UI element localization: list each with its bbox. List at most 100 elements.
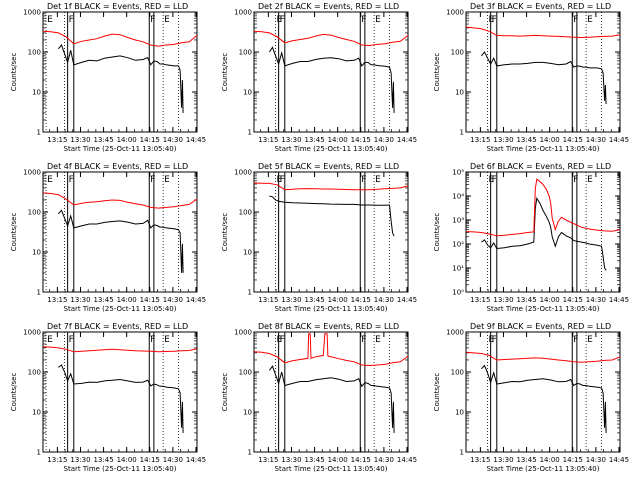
x-tick-label: 14:30 <box>163 296 183 304</box>
x-tick-label: 14:30 <box>163 136 183 144</box>
y-tick-label: 10³ <box>452 217 464 225</box>
panel-title: Det 7f BLACK = Events, RED = LLD <box>47 322 188 331</box>
axes-frame <box>465 331 621 453</box>
x-tick-label: 14:45 <box>609 456 629 464</box>
y-tick-label: 10 <box>455 89 464 97</box>
y-tick-label: 100 <box>239 209 252 217</box>
series-events-line <box>58 364 184 433</box>
y-tick-label: 1 <box>37 289 41 297</box>
series-events-line <box>268 46 395 113</box>
x-tick-label: 14:30 <box>374 456 394 464</box>
y-tick-label: 1 <box>248 129 252 137</box>
x-tick-label: 13:45 <box>516 136 536 144</box>
y-tick-label: 100 <box>28 49 41 57</box>
y-tick-label: 10⁴ <box>452 193 464 201</box>
x-tick-label: 13:15 <box>47 296 67 304</box>
x-axis-label: Start Time (25-Oct-11 13:05:40) <box>275 145 388 153</box>
x-tick-label: 14:30 <box>374 296 394 304</box>
series-events-line <box>481 196 607 271</box>
x-tick-label: 14:30 <box>374 136 394 144</box>
marker-label: F <box>361 15 366 25</box>
x-tick-label: 13:30 <box>70 456 90 464</box>
x-tick-label: 14:15 <box>351 456 371 464</box>
x-tick-label: 14:30 <box>163 456 183 464</box>
chart-panel-3: Det 3f BLACK = Events, RED = LLD 1000 100 1… <box>433 2 629 153</box>
x-tick-label: 13:30 <box>281 136 301 144</box>
x-tick-label: 13:15 <box>470 136 490 144</box>
series-events-line <box>481 364 607 433</box>
x-tick-label: 13:45 <box>304 136 324 144</box>
x-tick-label: 14:45 <box>609 296 629 304</box>
panel-title: Det 6f BLACK = Events, RED = LLD <box>470 162 611 171</box>
x-tick-label: 13:30 <box>493 136 513 144</box>
y-tick-label: 100 <box>239 49 252 57</box>
x-axis-label: Start Time (25-Oct-11 13:05:40) <box>64 145 177 153</box>
x-tick-label: 14:15 <box>563 296 583 304</box>
series-lld-line <box>465 351 621 363</box>
panel-title: Det 8f BLACK = Events, RED = LLD <box>258 322 399 331</box>
chart-panel-7: Det 7f BLACK = Events, RED = LLD 1000 100 1… <box>10 322 206 473</box>
chart-panel-9: Det 9f BLACK = Events, RED = LLD 1000 100 1… <box>433 322 629 473</box>
chart-panel-5: Det 5f BLACK = Events, RED = LLD 1000 100 1… <box>221 162 417 313</box>
marker-label: F <box>69 15 74 25</box>
marker-label: F <box>492 15 497 25</box>
axes-frame <box>253 11 409 133</box>
x-tick-label: 14:45 <box>397 296 417 304</box>
x-tick-label: 13:45 <box>93 136 113 144</box>
x-axis-label: Start Time (25-Oct-11 13:05:40) <box>487 145 600 153</box>
y-tick-label: 1000 <box>234 169 252 177</box>
x-tick-label: 13:15 <box>470 296 490 304</box>
series-events-line <box>481 51 607 105</box>
panel-title: Det 1f BLACK = Events, RED = LLD <box>47 2 188 11</box>
y-tick-label: 1000 <box>446 329 464 337</box>
y-tick-label: 1000 <box>23 169 41 177</box>
y-tick-label: 1000 <box>234 329 252 337</box>
y-axis-label: Counts/sec <box>221 373 229 412</box>
axes-frame <box>253 171 409 293</box>
x-tick-label: 14:15 <box>351 296 371 304</box>
x-tick-label: 13:30 <box>70 296 90 304</box>
chart-panel-4: Det 4f BLACK = Events, RED = LLD 1000 100 1… <box>10 162 206 313</box>
series-lld-line <box>42 346 198 353</box>
series-events-line <box>58 209 184 273</box>
marker-label: E <box>375 175 381 185</box>
marker-label: F <box>69 335 74 345</box>
y-axis-label: Counts/sec <box>433 53 441 92</box>
x-axis-label: Start Time (25-Oct-11 13:05:40) <box>275 305 388 313</box>
y-tick-label: 100 <box>451 49 464 57</box>
x-tick-label: 14:00 <box>117 136 137 144</box>
y-tick-label: 10 <box>243 409 252 417</box>
series-events-line <box>269 195 395 237</box>
series-lld-line <box>465 26 621 39</box>
x-tick-label: 13:15 <box>47 456 67 464</box>
y-tick-label: 100 <box>28 209 41 217</box>
x-tick-label: 13:45 <box>516 456 536 464</box>
chart-panel-6: Det 6f BLACK = Events, RED = LLD 10⁵ 10⁴ 10… <box>433 162 629 313</box>
x-tick-label: 14:30 <box>586 456 606 464</box>
x-axis-label: Start Time (25-Oct-11 13:05:40) <box>64 305 177 313</box>
x-tick-label: 14:00 <box>328 456 348 464</box>
x-axis-label: Start Time (25-Oct-11 13:05:40) <box>64 465 177 473</box>
chart-panel-8: Det 8f BLACK = Events, RED = LLD 1000 100 1… <box>221 322 417 473</box>
y-tick-label: 100 <box>239 369 252 377</box>
axes-frame <box>465 171 621 293</box>
x-tick-label: 14:45 <box>397 136 417 144</box>
y-tick-label: 1 <box>248 449 252 457</box>
axes-frame <box>42 11 198 133</box>
marker-label: E <box>375 15 381 25</box>
marker-label: E <box>489 175 495 185</box>
x-tick-label: 13:45 <box>93 296 113 304</box>
x-tick-label: 14:30 <box>586 136 606 144</box>
marker-label: F <box>150 335 155 345</box>
marker-label: F <box>280 175 285 185</box>
x-tick-label: 13:30 <box>281 456 301 464</box>
marker-label: E <box>277 335 283 345</box>
x-tick-label: 14:00 <box>328 136 348 144</box>
chart-panel-2: Det 2f BLACK = Events, RED = LLD 1000 100 1… <box>221 2 417 153</box>
series-lld-line <box>253 182 409 191</box>
y-tick-label: 10⁰ <box>452 289 464 297</box>
marker-label: F <box>280 335 285 345</box>
y-tick-label: 1 <box>37 129 41 137</box>
y-tick-label: 100 <box>28 369 41 377</box>
x-tick-label: 13:15 <box>258 136 278 144</box>
